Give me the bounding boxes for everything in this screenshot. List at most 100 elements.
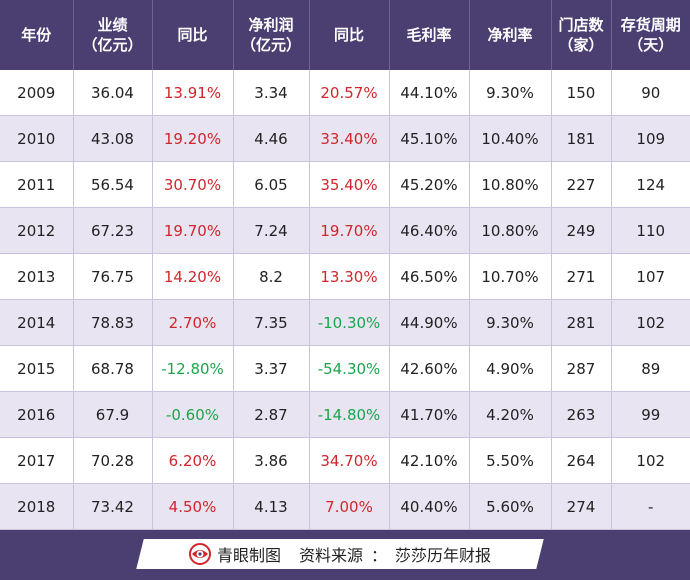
table-cell: 68.78 bbox=[73, 345, 153, 392]
table-cell: 274 bbox=[551, 483, 612, 530]
table-cell: 14.20% bbox=[152, 253, 234, 300]
table-cell: 263 bbox=[551, 391, 612, 438]
table-cell: 7.35 bbox=[233, 299, 310, 346]
table-cell: -12.80% bbox=[152, 345, 234, 392]
table-cell: 107 bbox=[611, 253, 690, 300]
table-cell: 10.40% bbox=[469, 115, 552, 162]
table-cell: 20.57% bbox=[309, 70, 390, 116]
table-cell: 2015 bbox=[0, 345, 74, 392]
eye-logo-icon bbox=[188, 543, 211, 565]
table-row: 2014 78.83 2.70% 7.35 -10.30% 44.90% 9.30% 281 1… bbox=[0, 299, 690, 346]
table-cell: 2017 bbox=[0, 437, 74, 484]
table-cell: 181 bbox=[551, 115, 612, 162]
table-cell: 46.50% bbox=[389, 253, 470, 300]
table-cell: 4.13 bbox=[233, 483, 310, 530]
data-table: 年份 业绩 （亿元） 同比 净利润 （亿元） 同比 毛利率 净利率 门店数 （家） 存货周期 （天） 2… bbox=[0, 0, 690, 530]
column-header: 同比 bbox=[152, 0, 234, 70]
source-text: 莎莎历年财报 bbox=[395, 546, 492, 565]
table-cell: 78.83 bbox=[73, 299, 153, 346]
source-colon: ： bbox=[371, 546, 388, 565]
column-header: 门店数 （家） bbox=[551, 0, 612, 70]
table-cell: 10.80% bbox=[469, 161, 552, 208]
table-cell: -54.30% bbox=[309, 345, 390, 392]
table-cell: 67.23 bbox=[73, 207, 153, 254]
table-cell: -14.80% bbox=[309, 391, 390, 438]
table-cell: 19.70% bbox=[309, 207, 390, 254]
table-cell: - bbox=[611, 483, 690, 530]
table-cell: 90 bbox=[611, 70, 690, 116]
column-header: 净利润 （亿元） bbox=[233, 0, 310, 70]
table-row: 2018 73.42 4.50% 4.13 7.00% 40.40% 5.60% 274- bbox=[0, 483, 690, 530]
table-cell: -0.60% bbox=[152, 391, 234, 438]
table-cell: 56.54 bbox=[73, 161, 153, 208]
table-cell: 35.40% bbox=[309, 161, 390, 208]
table-row: 2015 68.78 -12.80% 3.37 -54.30% 42.60% 4.90% 28… bbox=[0, 345, 690, 392]
table-cell: 4.20% bbox=[469, 391, 552, 438]
table-cell: 42.10% bbox=[389, 437, 470, 484]
table-cell: 45.20% bbox=[389, 161, 470, 208]
column-header: 业绩 （亿元） bbox=[73, 0, 153, 70]
table-cell: 102 bbox=[611, 437, 690, 484]
footer-bar: 青眼制图 资料来源 ： 莎莎历年财报 bbox=[0, 531, 690, 580]
table-cell: 3.86 bbox=[233, 437, 310, 484]
table-cell: 40.40% bbox=[389, 483, 470, 530]
table-cell: 44.10% bbox=[389, 70, 470, 116]
footer-banner-content: 青眼制图 资料来源 ： 莎莎历年财报 bbox=[140, 539, 540, 569]
table-cell: 6.20% bbox=[152, 437, 234, 484]
table-cell: 36.04 bbox=[73, 70, 153, 116]
table-cell: 19.20% bbox=[152, 115, 234, 162]
table-cell: 2014 bbox=[0, 299, 74, 346]
table-cell: 2013 bbox=[0, 253, 74, 300]
table-row: 2016 67.9 -0.60% 2.87 -14.80% 41.70% 4.20% 263 9… bbox=[0, 391, 690, 438]
table-cell: 41.70% bbox=[389, 391, 470, 438]
table-cell: 46.40% bbox=[389, 207, 470, 254]
table-cell: 13.91% bbox=[152, 70, 234, 116]
source-label: 资料来源 bbox=[298, 546, 363, 565]
table-cell: 42.60% bbox=[389, 345, 470, 392]
table-cell: 34.70% bbox=[309, 437, 390, 484]
table-cell: 6.05 bbox=[233, 161, 310, 208]
table-cell: 227 bbox=[551, 161, 612, 208]
table-row: 2013 76.75 14.20% 8.2 13.30% 46.50% 10.70% 271 1… bbox=[0, 253, 690, 300]
table-cell: 2009 bbox=[0, 70, 74, 116]
table-cell: 13.30% bbox=[309, 253, 390, 300]
table-cell: 10.80% bbox=[469, 207, 552, 254]
table-cell: 2.70% bbox=[152, 299, 234, 346]
table-cell: 70.28 bbox=[73, 437, 153, 484]
table-cell: 2.87 bbox=[233, 391, 310, 438]
table-row: 2009 36.04 13.91% 3.34 20.57% 44.10% 9.30% 150 9… bbox=[0, 70, 690, 116]
table-cell: 7.00% bbox=[309, 483, 390, 530]
table-cell: 264 bbox=[551, 437, 612, 484]
table-cell: 30.70% bbox=[152, 161, 234, 208]
table-cell: 271 bbox=[551, 253, 612, 300]
table-cell: 33.40% bbox=[309, 115, 390, 162]
table-cell: 102 bbox=[611, 299, 690, 346]
table-cell: 2016 bbox=[0, 391, 74, 438]
table-cell: 5.60% bbox=[469, 483, 552, 530]
table-cell: 76.75 bbox=[73, 253, 153, 300]
table-cell: 2018 bbox=[0, 483, 74, 530]
table-cell: 2010 bbox=[0, 115, 74, 162]
table-row: 2011 56.54 30.70% 6.05 35.40% 45.20% 10.80% 227… bbox=[0, 161, 690, 208]
column-header: 年份 bbox=[0, 0, 74, 70]
table-cell: 89 bbox=[611, 345, 690, 392]
table-cell: 7.24 bbox=[233, 207, 310, 254]
table-cell: 3.34 bbox=[233, 70, 310, 116]
table-cell: 19.70% bbox=[152, 207, 234, 254]
brand-name: 青眼制图 bbox=[216, 546, 281, 565]
table-body: 2009 36.04 13.91% 3.34 20.57% 44.10% 9.30% 150 9… bbox=[0, 70, 690, 530]
column-header: 存货周期 （天） bbox=[611, 0, 690, 70]
table-cell: -10.30% bbox=[309, 299, 390, 346]
table-cell: 4.46 bbox=[233, 115, 310, 162]
header-row: 年份 业绩 （亿元） 同比 净利润 （亿元） 同比 毛利率 净利率 门店数 （家） 存货周期 （天） bbox=[0, 0, 690, 70]
table-cell: 4.50% bbox=[152, 483, 234, 530]
table-cell: 4.90% bbox=[469, 345, 552, 392]
table-cell: 8.2 bbox=[233, 253, 310, 300]
table-cell: 287 bbox=[551, 345, 612, 392]
table-cell: 44.90% bbox=[389, 299, 470, 346]
column-header: 净利率 bbox=[469, 0, 552, 70]
table-cell: 2012 bbox=[0, 207, 74, 254]
column-header: 同比 bbox=[309, 0, 390, 70]
table-cell: 9.30% bbox=[469, 299, 552, 346]
table-cell: 10.70% bbox=[469, 253, 552, 300]
